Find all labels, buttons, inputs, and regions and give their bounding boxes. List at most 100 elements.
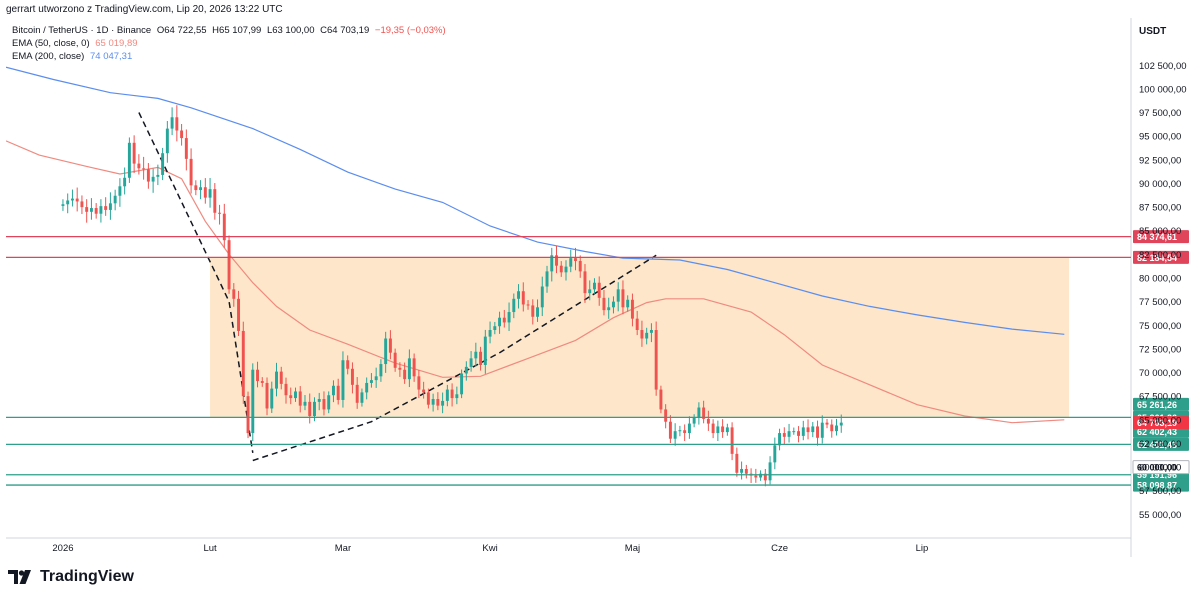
level-price-label: 59 191,96 bbox=[1137, 470, 1177, 480]
candle-body bbox=[322, 399, 326, 410]
candle-body bbox=[137, 163, 141, 169]
symbol-name[interactable]: Bitcoin / TetherUS · 1D · Binance bbox=[12, 25, 152, 36]
candle bbox=[735, 447, 739, 477]
candle-body bbox=[816, 426, 819, 438]
candle bbox=[616, 282, 620, 312]
candles-layer bbox=[61, 105, 843, 487]
candle-body bbox=[654, 330, 658, 390]
candle-body bbox=[75, 198, 79, 202]
candle bbox=[825, 418, 829, 429]
candle bbox=[341, 351, 345, 408]
candle-body bbox=[156, 174, 160, 177]
candle-body bbox=[369, 380, 373, 383]
candle bbox=[132, 135, 136, 174]
candle bbox=[678, 425, 682, 437]
candle bbox=[260, 377, 264, 387]
level-price-tag bbox=[1133, 478, 1189, 492]
time-tick-label: Lip bbox=[916, 543, 929, 554]
candle bbox=[123, 167, 127, 195]
candle-body bbox=[279, 371, 283, 384]
candle-body bbox=[194, 185, 198, 191]
extra-price-label: 65 261,26 bbox=[1137, 400, 1177, 410]
price-tick-label: 92 500,00 bbox=[1139, 155, 1181, 166]
candle bbox=[602, 289, 606, 316]
price-tick-label: 87 500,00 bbox=[1139, 203, 1181, 214]
chart-canvas[interactable]: 84 374,61 82 184,54 65 261,26 62 402,43 59 1… bbox=[5, 18, 1192, 557]
candle-body bbox=[365, 382, 369, 393]
candle-body bbox=[725, 427, 729, 433]
ema50-label: EMA (50, close, 0) bbox=[12, 38, 90, 49]
candle-body bbox=[85, 207, 89, 212]
candle-body bbox=[559, 265, 563, 273]
candle bbox=[331, 380, 335, 403]
candle bbox=[749, 468, 753, 483]
candle-body bbox=[735, 453, 739, 473]
candle bbox=[545, 265, 549, 293]
candle bbox=[80, 195, 84, 215]
candle-body bbox=[607, 307, 611, 311]
tradingview-logo[interactable]: TradingView bbox=[8, 568, 134, 586]
candle bbox=[256, 361, 259, 388]
candle-body bbox=[488, 330, 492, 337]
candle-body bbox=[583, 271, 587, 294]
legend-ema50-row[interactable]: EMA (50, close, 0) 65 019,89 bbox=[12, 37, 446, 50]
candle bbox=[398, 362, 402, 377]
candle-body bbox=[146, 169, 150, 182]
extra-price-label: 62 402,43 bbox=[1137, 427, 1177, 437]
candle-body bbox=[673, 431, 677, 439]
candle bbox=[194, 180, 198, 196]
tradingview-logo-icon bbox=[8, 570, 31, 584]
ohlc-open: O64 722,55 bbox=[156, 25, 207, 36]
candle-body bbox=[668, 421, 672, 439]
candle-body bbox=[640, 330, 644, 339]
candle-body bbox=[626, 299, 630, 308]
legend-ema200-row[interactable]: EMA (200, close) 74 047,31 bbox=[12, 50, 446, 63]
candle-body bbox=[260, 381, 264, 383]
candle bbox=[303, 395, 307, 411]
candle-body bbox=[61, 204, 65, 206]
candle bbox=[630, 293, 634, 327]
candle-body bbox=[801, 427, 805, 436]
candle bbox=[218, 204, 222, 225]
candle-body bbox=[763, 473, 767, 481]
candle bbox=[108, 192, 112, 220]
candle bbox=[702, 400, 706, 424]
candle bbox=[778, 428, 782, 451]
candle bbox=[118, 178, 122, 207]
candle-body bbox=[127, 142, 131, 178]
candle bbox=[289, 387, 293, 405]
candle bbox=[768, 456, 772, 485]
candle bbox=[512, 293, 516, 319]
candle bbox=[113, 189, 117, 211]
candle bbox=[265, 377, 269, 416]
price-tick-label: 97 500,00 bbox=[1139, 108, 1181, 119]
candle bbox=[426, 388, 430, 409]
candle-body bbox=[483, 336, 487, 365]
candle-body bbox=[645, 332, 649, 339]
candle-body bbox=[730, 427, 734, 454]
candle bbox=[175, 105, 179, 142]
candle bbox=[85, 199, 89, 223]
candle-body bbox=[521, 291, 525, 305]
candle-body bbox=[113, 195, 117, 204]
candle-body bbox=[203, 187, 207, 198]
candle-body bbox=[649, 330, 653, 333]
candle-body bbox=[237, 298, 241, 331]
price-tick-label: 55 000,00 bbox=[1139, 510, 1181, 521]
price-tick-label: 67 500,00 bbox=[1139, 392, 1181, 403]
chart-legend: Bitcoin / TetherUS · 1D · Binance O64 72… bbox=[12, 24, 446, 63]
candle bbox=[137, 154, 141, 175]
candle bbox=[550, 247, 554, 282]
candle-body bbox=[702, 407, 706, 419]
candle bbox=[578, 255, 582, 278]
candle bbox=[673, 423, 677, 446]
candle bbox=[574, 247, 577, 271]
candle bbox=[536, 299, 539, 322]
level-price-tag bbox=[1133, 437, 1189, 451]
candle-body bbox=[289, 395, 293, 399]
candle bbox=[597, 276, 601, 306]
candle-body bbox=[246, 396, 250, 434]
candle-body bbox=[360, 392, 364, 403]
price-chart[interactable]: 84 374,61 82 184,54 65 261,26 62 402,43 59 1… bbox=[5, 18, 1192, 557]
candle bbox=[645, 327, 649, 345]
